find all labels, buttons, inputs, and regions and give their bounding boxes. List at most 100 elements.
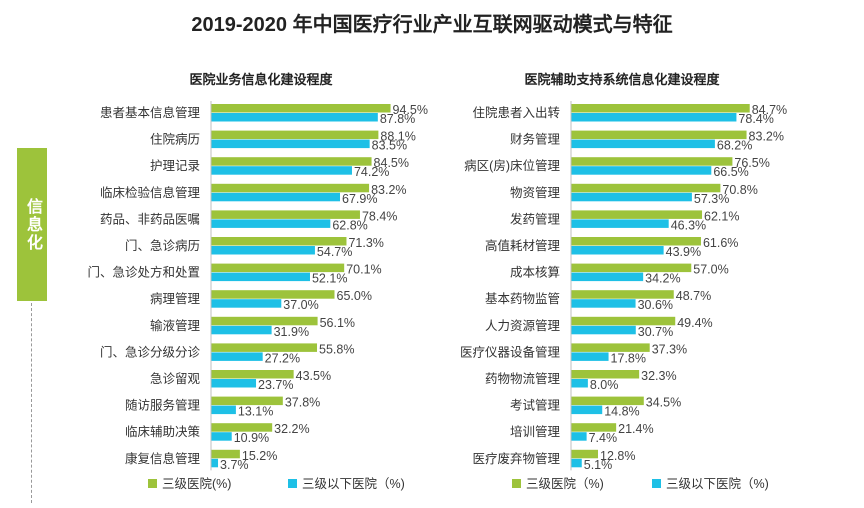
data-label: 17.8% xyxy=(611,351,646,365)
bar-below-tier3 xyxy=(571,139,715,149)
panel-title: 医院辅助支持系统信息化建设程度 xyxy=(524,72,720,87)
bar-below-tier3 xyxy=(571,458,582,468)
category-label: 高值耗材管理 xyxy=(485,238,561,253)
category-label: 药品、非药品医嘱 xyxy=(100,212,200,226)
category-label: 培训管理 xyxy=(510,424,561,439)
bar-below-tier3 xyxy=(211,272,310,282)
bar-below-tier3 xyxy=(211,458,219,468)
legend-label: 三级以下医院（%) xyxy=(666,477,769,491)
bar-below-tier3 xyxy=(571,299,636,308)
category-label: 医疗废弃物管理 xyxy=(472,451,560,466)
legend-label: 三级医院(%) xyxy=(162,477,231,491)
bar-tier3 xyxy=(211,210,360,219)
data-label: 5.1% xyxy=(584,458,613,472)
data-label: 66.5% xyxy=(713,165,748,179)
bar-tier3 xyxy=(211,104,391,113)
category-label: 发药管理 xyxy=(510,211,561,226)
data-label: 27.2% xyxy=(265,351,300,365)
bar-tier3 xyxy=(211,370,294,379)
bar-tier3 xyxy=(571,449,599,459)
category-label: 门、急诊病历 xyxy=(125,238,200,253)
data-label: 68.2% xyxy=(717,139,752,153)
bar-below-tier3 xyxy=(211,352,263,361)
data-label: 84.5% xyxy=(374,156,409,170)
data-label: 48.7% xyxy=(676,289,711,303)
data-label: 7.4% xyxy=(589,431,618,445)
legend-label: 三级以下医院（%) xyxy=(302,477,405,491)
side-divider xyxy=(31,303,32,503)
data-label: 43.9% xyxy=(666,245,701,259)
legend-swatch-tier3 xyxy=(512,479,521,488)
data-label: 34.2% xyxy=(645,272,680,286)
bar-tier3 xyxy=(211,130,379,140)
data-label: 62.8% xyxy=(332,218,367,232)
bar-below-tier3 xyxy=(211,432,232,441)
data-label: 49.4% xyxy=(677,316,712,330)
bar-tier3 xyxy=(571,316,676,326)
category-label: 住院患者入出转 xyxy=(472,105,560,120)
bar-tier3 xyxy=(211,157,372,166)
bar-below-tier3 xyxy=(571,192,692,202)
bar-below-tier3 xyxy=(211,405,236,415)
category-label: 财务管理 xyxy=(510,132,561,147)
bar-tier3 xyxy=(571,104,750,113)
legend-swatch-tier3 xyxy=(148,479,157,488)
data-label: 83.2% xyxy=(371,183,406,197)
data-label: 67.9% xyxy=(342,192,377,206)
page-title: 2019-2020 年中国医疗行业产业互联网驱动模式与特征 xyxy=(191,14,673,36)
bar-below-tier3 xyxy=(211,139,370,149)
category-label: 临床辅助决策 xyxy=(125,424,201,439)
bar-below-tier3 xyxy=(211,219,331,228)
data-label: 87.8% xyxy=(380,112,415,126)
bar-below-tier3 xyxy=(571,352,609,361)
bar-tier3 xyxy=(211,183,370,193)
category-label: 患者基本信息管理 xyxy=(100,105,201,120)
data-label: 88.1% xyxy=(380,130,415,144)
data-label: 32.2% xyxy=(274,422,309,436)
bar-tier3 xyxy=(211,237,347,246)
data-label: 30.7% xyxy=(638,325,673,339)
data-label: 31.9% xyxy=(274,325,309,339)
bar-below-tier3 xyxy=(571,166,712,175)
data-label: 23.7% xyxy=(258,378,293,392)
bar-below-tier3 xyxy=(211,113,378,122)
bar-below-tier3 xyxy=(211,246,315,255)
category-label: 药物物流管理 xyxy=(485,371,561,386)
bar-below-tier3 xyxy=(571,113,737,122)
legend-swatch-below-tier3 xyxy=(652,479,661,488)
data-label: 10.9% xyxy=(234,431,269,445)
data-label: 55.8% xyxy=(319,342,354,356)
bar-tier3 xyxy=(571,370,640,379)
data-label: 43.5% xyxy=(296,369,331,383)
bar-tier3 xyxy=(211,343,318,352)
data-label: 8.0% xyxy=(590,378,619,392)
data-label: 78.4% xyxy=(362,209,397,223)
data-label: 70.1% xyxy=(346,263,381,277)
category-label: 住院病历 xyxy=(150,132,200,147)
data-label: 52.1% xyxy=(312,272,347,286)
data-label: 83.5% xyxy=(372,139,407,153)
bar-below-tier3 xyxy=(211,325,272,335)
data-label: 71.3% xyxy=(348,236,383,250)
category-label: 病区(房)床位管理 xyxy=(464,158,560,173)
category-label: 临床检验信息管理 xyxy=(100,185,201,200)
bar-below-tier3 xyxy=(211,299,282,308)
data-label: 65.0% xyxy=(337,289,372,303)
data-label: 14.8% xyxy=(604,405,639,419)
bar-tier3 xyxy=(571,130,747,140)
bar-tier3 xyxy=(571,263,692,273)
data-label: 32.3% xyxy=(641,369,676,383)
data-label: 3.7% xyxy=(220,458,249,472)
bar-below-tier3 xyxy=(571,219,669,228)
bar-tier3 xyxy=(571,423,617,432)
category-label: 随访服务管理 xyxy=(125,398,201,413)
bar-below-tier3 xyxy=(571,246,664,255)
category-label: 病理管理 xyxy=(150,291,201,306)
data-label: 57.0% xyxy=(693,263,728,277)
legend-swatch-below-tier3 xyxy=(288,479,297,488)
data-label: 56.1% xyxy=(320,316,355,330)
bar-below-tier3 xyxy=(211,166,352,175)
bar-below-tier3 xyxy=(571,432,587,441)
bar-tier3 xyxy=(211,423,273,432)
